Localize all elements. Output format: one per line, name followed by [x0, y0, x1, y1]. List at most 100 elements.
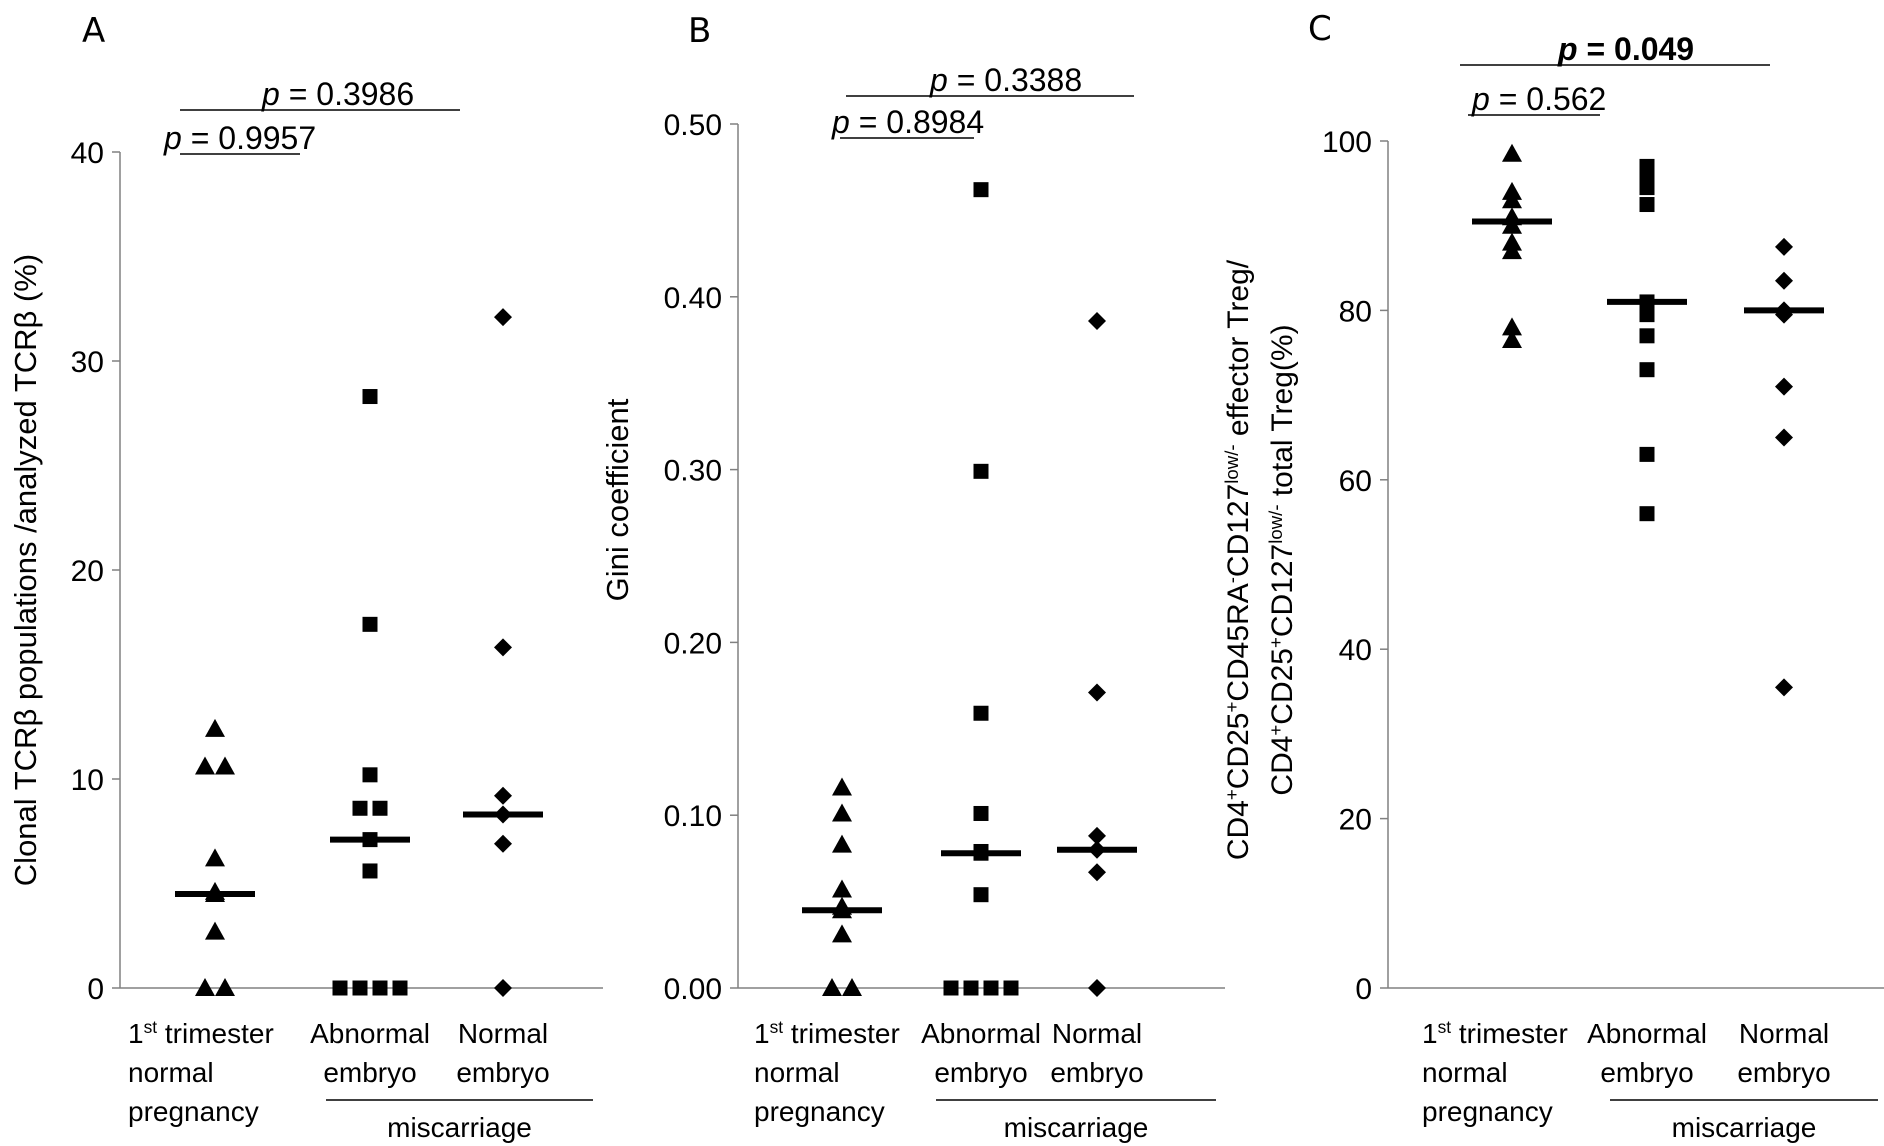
category-label-2-line: Abnormal	[310, 1018, 430, 1049]
diamond-point	[1088, 979, 1106, 997]
y-tick-label: 60	[1339, 465, 1372, 498]
y-axis-label: Gini coefficient	[600, 398, 635, 601]
category-label-1-line: 1st trimester	[128, 1017, 274, 1049]
square-point	[392, 980, 408, 996]
category-label-2-line: Abnormal	[1587, 1018, 1707, 1049]
label-text: 1	[128, 1018, 144, 1049]
category-label-3-line: embryo	[456, 1057, 549, 1088]
y-axis-label-line: CD4+CD25+CD45RA-CD127low/- effector Treg…	[1221, 259, 1256, 860]
category-label-1-line: normal	[128, 1057, 214, 1088]
p-value: = 0.3388	[948, 62, 1082, 98]
y-axis-label-line: CD4+CD25+CD127low/- total Treg(%)	[1265, 324, 1300, 795]
y-tick-label: 100	[1322, 126, 1372, 159]
triangle-point	[215, 978, 235, 996]
square-point	[362, 863, 378, 879]
square-point	[1639, 328, 1655, 344]
diamond-point	[494, 308, 512, 327]
category-label-1-line: pregnancy	[754, 1096, 885, 1127]
label-text: trimester	[157, 1018, 274, 1049]
triangle-point	[195, 756, 215, 775]
label-superscript: st	[1438, 1017, 1452, 1037]
y-label-text: CD127	[1222, 484, 1255, 577]
label-superscript: st	[770, 1017, 784, 1037]
category-label-3-line: Normal	[1739, 1018, 1829, 1049]
triangle-point	[205, 921, 225, 940]
diamond-point	[1088, 683, 1106, 702]
p-value: = 0.9957	[182, 120, 316, 156]
category-label-1-line: pregnancy	[1422, 1096, 1553, 1127]
y-label-text: CD4	[1266, 736, 1299, 796]
triangle-point	[215, 756, 235, 775]
square-point	[352, 800, 368, 816]
p-symbol: p	[261, 76, 280, 112]
square-point	[1639, 158, 1655, 174]
category-label-1-line: normal	[1422, 1057, 1508, 1088]
y-label-text: CD127	[1266, 544, 1299, 637]
panel-a: 0 10 20 30 40 Clonal TCRβ populations /analyz…	[8, 76, 603, 1143]
y-tick-label: 0.10	[664, 800, 722, 833]
y-label-superscript: +	[1221, 789, 1242, 800]
y-label-superscript: +	[1221, 702, 1242, 713]
square-point	[1639, 197, 1655, 213]
panel-letter-c: C	[1308, 9, 1332, 49]
panel-letter-b: B	[688, 11, 711, 51]
square-point	[332, 980, 348, 996]
diamond-point	[1775, 428, 1793, 447]
p-value-label: p = 0.3388	[929, 62, 1082, 98]
label-text: 1	[754, 1018, 770, 1049]
label-text: trimester	[783, 1018, 900, 1049]
square-point	[1639, 506, 1655, 522]
group-label: miscarriage	[387, 1112, 532, 1143]
diamond-point	[1088, 863, 1106, 882]
triangle-point	[205, 718, 225, 737]
p-value-label: p = 0.8984	[831, 104, 984, 140]
y-tick-label: 40	[71, 137, 104, 170]
y-label-superscript: +	[1265, 637, 1286, 648]
category-label-1-line: normal	[754, 1057, 840, 1088]
diamond-point	[1775, 271, 1793, 290]
triangle-point	[1502, 317, 1522, 336]
category-label-3-line: Normal	[1052, 1018, 1142, 1049]
p-value: = 0.8984	[850, 104, 984, 140]
y-tick-label: 0	[1355, 973, 1372, 1006]
y-label-superscript: low/-	[1265, 504, 1286, 543]
square-point	[1639, 171, 1655, 187]
y-label-text: CD45RA	[1222, 583, 1255, 701]
y-tick-label: 80	[1339, 295, 1372, 328]
diamond-point	[494, 638, 512, 657]
square-point	[352, 980, 368, 996]
triangle-point	[822, 978, 842, 996]
y-tick-label: 40	[1339, 634, 1372, 667]
category-label-2-line: embryo	[1600, 1057, 1693, 1088]
diamond-point	[494, 834, 512, 853]
triangle-point	[195, 978, 215, 996]
p-value-label: p = 0.049	[1557, 31, 1694, 67]
square-point	[943, 980, 959, 996]
y-tick-label: 0.00	[664, 973, 722, 1006]
square-point	[372, 800, 388, 816]
p-value-label: p = 0.9957	[163, 120, 316, 156]
square-point	[1639, 362, 1655, 378]
square-point	[362, 616, 378, 632]
square-point	[973, 182, 989, 198]
y-tick-label: 20	[1339, 804, 1372, 837]
y-label-superscript: -	[1221, 577, 1242, 583]
p-value-label: p = 0.3986	[261, 76, 414, 112]
square-point	[362, 389, 378, 405]
triangle-point	[832, 879, 852, 898]
y-label-text: effector Treg/	[1222, 259, 1255, 444]
y-tick-label: 0	[87, 973, 104, 1006]
panel-letter-a: A	[82, 11, 105, 51]
square-point	[973, 887, 989, 903]
panel-b: 0.00 0.10 0.20 0.30 0.40 0.50 Gini coefficient…	[600, 62, 1225, 1143]
y-axis-label: Clonal TCRβ populations /analyzed TCRβ (…	[8, 254, 43, 886]
y-label-text: CD25	[1222, 713, 1255, 790]
square-point	[973, 463, 989, 479]
square-point	[1003, 980, 1019, 996]
label-superscript: st	[144, 1017, 158, 1037]
p-symbol: p	[929, 62, 948, 98]
p-symbol: p	[1557, 31, 1578, 67]
diamond-point	[1775, 237, 1793, 256]
category-label-3-line: Normal	[458, 1018, 548, 1049]
